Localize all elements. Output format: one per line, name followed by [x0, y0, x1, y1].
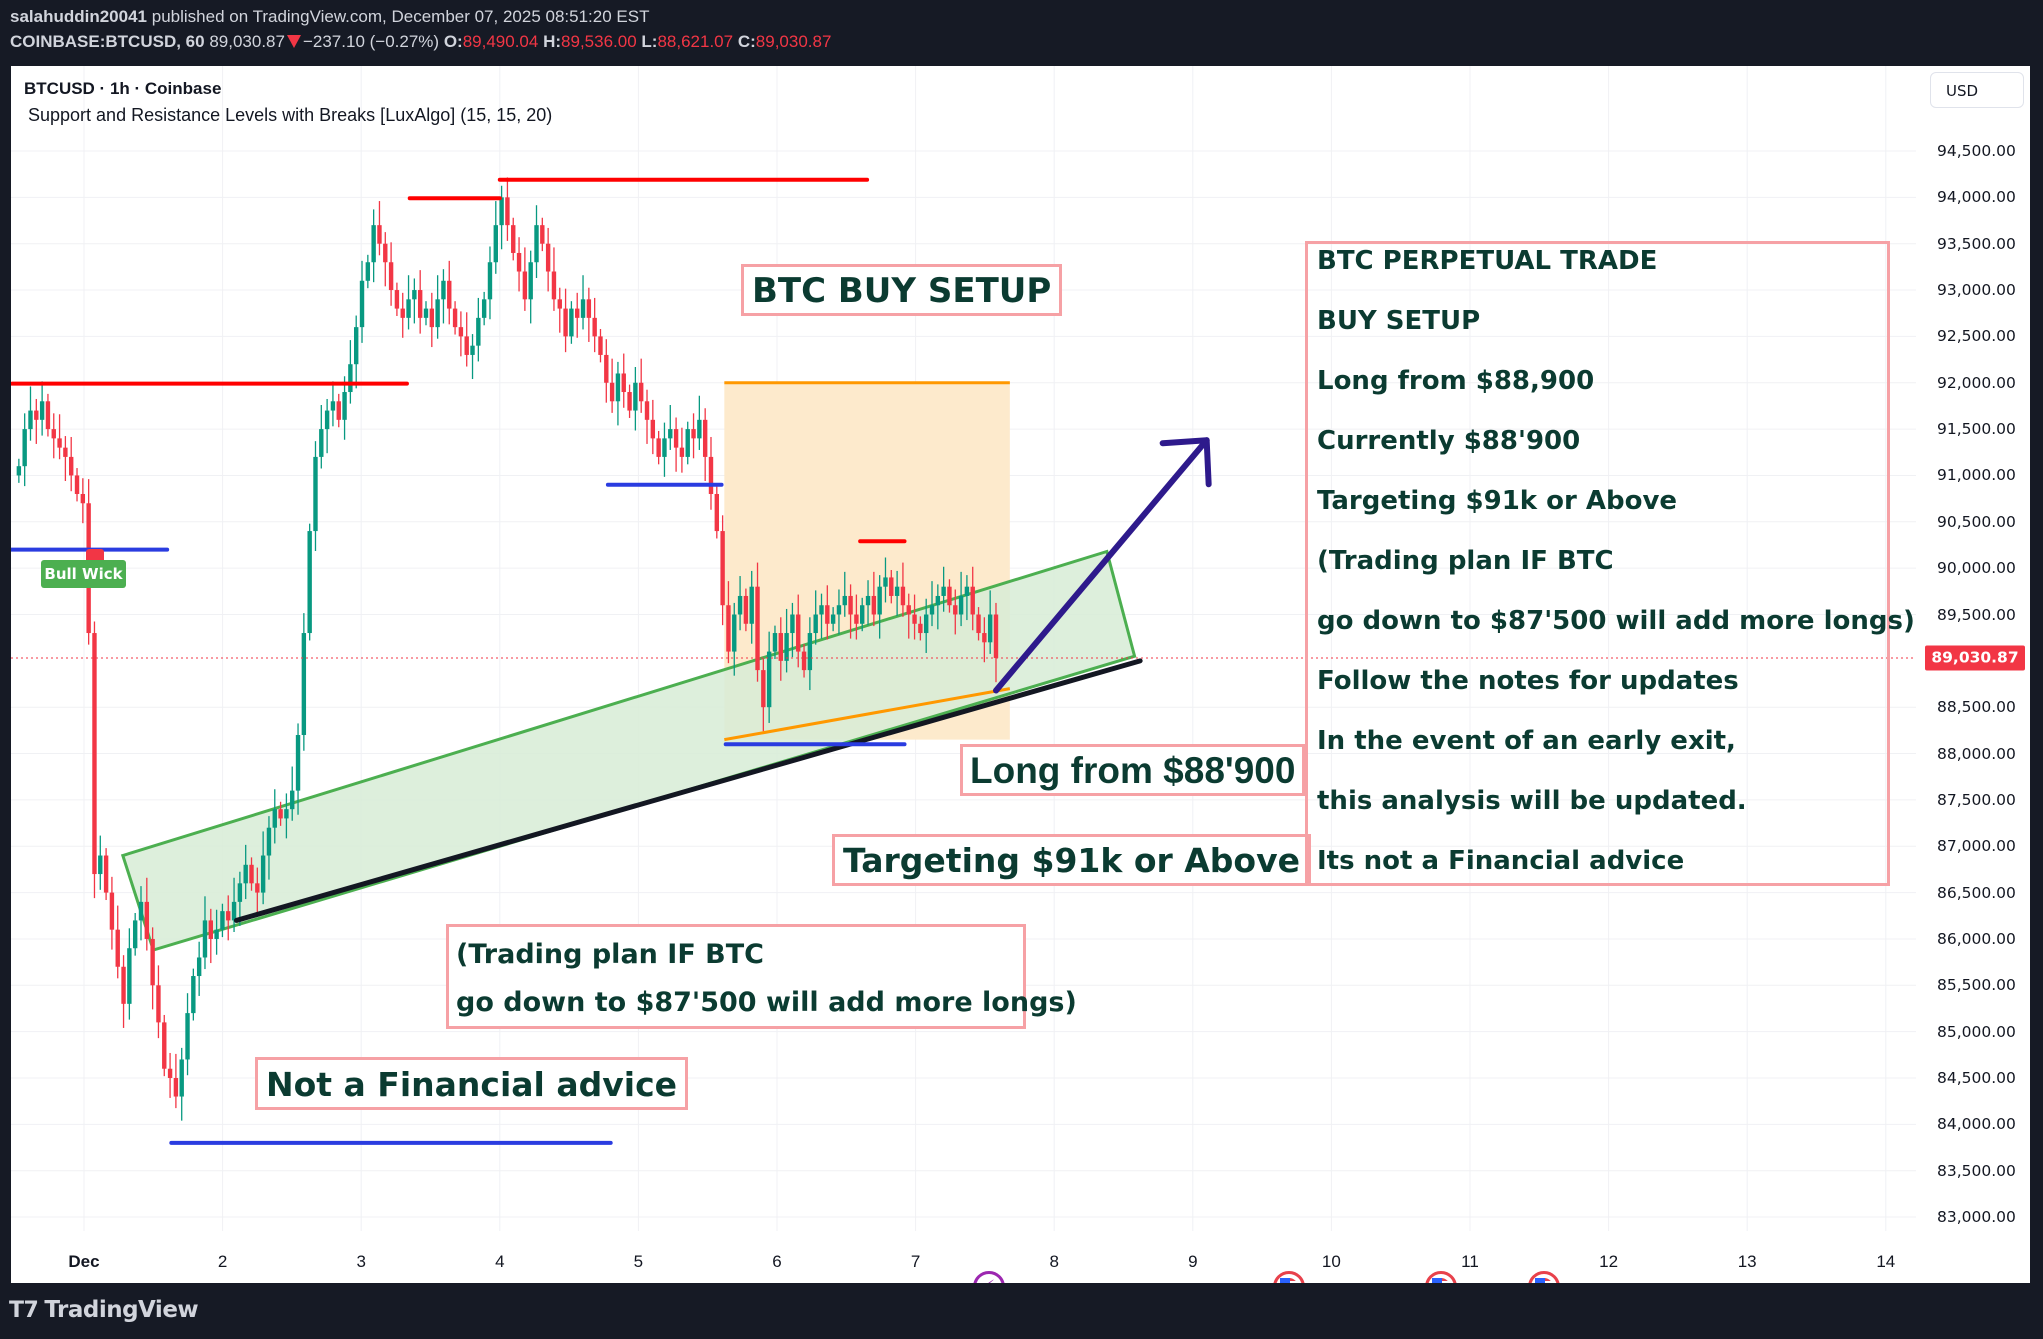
currency-selector[interactable]: USD	[1930, 72, 2024, 108]
price-tick: 88,000.00	[1937, 744, 2016, 763]
publisher-name[interactable]: salahuddin20041	[10, 7, 148, 26]
open-label: O:	[443, 32, 463, 51]
info-line: Currently $88'900	[1317, 426, 1581, 456]
price-tick: 84,500.00	[1937, 1069, 2016, 1087]
published-text: published on TradingView.com, December 0…	[147, 7, 650, 26]
time-tick: 4	[495, 1252, 505, 1271]
buy-setup-note[interactable]: BTC BUY SETUP	[741, 264, 1063, 316]
info-line: BTC PERPETUAL TRADE	[1317, 246, 1658, 276]
info-line: (Trading plan IF BTC	[1317, 546, 1614, 576]
tradingview-logo[interactable]: T7 TradingView	[9, 1297, 199, 1323]
price-tick: 86,500.00	[1937, 883, 2016, 902]
time-tick: 12	[1599, 1252, 1619, 1271]
symbol-interval: COINBASE:BTCUSD, 60	[10, 32, 205, 51]
last-price: 89,030.87	[209, 32, 285, 51]
info-line: go down to $87'500 will add more longs)	[1317, 606, 1915, 636]
chart-pane[interactable]: BTCUSD · 1h · Coinbase Support and Resis…	[11, 66, 2030, 1283]
price-tick: 84,000.00	[1937, 1115, 2016, 1134]
price-change: −237.10 (−0.27%)	[302, 32, 440, 51]
time-tick: Dec	[68, 1252, 100, 1271]
price-tick: 91,500.00	[1937, 420, 2016, 439]
info-line: Follow the notes for updates	[1317, 666, 1739, 696]
brand-name: TradingView	[44, 1297, 199, 1323]
close-label: C:	[737, 32, 756, 51]
tradingview-mark-icon: T7	[9, 1298, 39, 1323]
low-label: L:	[641, 32, 658, 51]
price-tick: 83,500.00	[1937, 1161, 2016, 1180]
high-value: 89,536.00	[561, 32, 637, 51]
open-value: 89,490.04	[462, 32, 539, 51]
time-tick: 5	[633, 1252, 644, 1271]
long-from-note[interactable]: Long from $88'900	[960, 744, 1306, 796]
time-tick: 10	[1321, 1252, 1341, 1271]
price-tick: 85,500.00	[1937, 976, 2016, 995]
targeting-note[interactable]: Targeting $91k or Above	[832, 834, 1311, 886]
price-tick: 90,500.00	[1937, 512, 2016, 531]
price-tick: 85,000.00	[1937, 1022, 2016, 1041]
bull-wick-label: Bull Wick	[41, 560, 126, 588]
trading-plan-line-1: (Trading plan IF BTC	[456, 939, 764, 970]
info-line: Long from $88,900	[1317, 366, 1595, 396]
down-triangle-icon	[286, 35, 301, 48]
price-tick: 93,000.00	[1937, 281, 2016, 300]
price-tick: 87,500.00	[1937, 790, 2016, 809]
symbol-title[interactable]: BTCUSD · 1h · Coinbase	[24, 79, 222, 98]
price-tick: 91,000.00	[1937, 466, 2016, 485]
info-line: this analysis will be updated.	[1317, 786, 1747, 816]
price-tick: 92,500.00	[1937, 327, 2016, 346]
time-tick: 2	[217, 1252, 228, 1271]
time-tick: 14	[1876, 1252, 1896, 1271]
info-line: BUY SETUP	[1317, 306, 1481, 336]
price-tick: 86,000.00	[1937, 929, 2016, 948]
time-tick: 13	[1737, 1252, 1757, 1271]
disclaimer-note[interactable]: Not a Financial advice	[255, 1057, 689, 1110]
time-tick: 3	[356, 1252, 366, 1271]
time-tick: 9	[1188, 1252, 1198, 1271]
info-line: Its not a Financial advice	[1317, 846, 1685, 876]
price-tick: 90,000.00	[1937, 559, 2016, 578]
publish-info: salahuddin20041 published on TradingView…	[10, 7, 649, 27]
price-tick: 89,500.00	[1937, 605, 2016, 624]
low-value: 88,621.07	[657, 32, 734, 51]
time-tick: 8	[1049, 1252, 1059, 1271]
price-tick: 88,500.00	[1937, 698, 2016, 717]
price-tick: 92,000.00	[1937, 373, 2016, 392]
trading-plan-line-2: go down to $87'500 will add more longs)	[456, 987, 1077, 1018]
price-tick: 94,500.00	[1937, 142, 2016, 160]
price-tick: 94,000.00	[1937, 188, 2016, 207]
indicator-legend[interactable]: Support and Resistance Levels with Break…	[28, 105, 553, 125]
high-label: H:	[543, 32, 562, 51]
price-tick: 93,500.00	[1937, 234, 2016, 253]
info-line: Targeting $91k or Above	[1317, 486, 1678, 516]
trade-info-box[interactable]: BTC PERPETUAL TRADE BUY SETUP Long from …	[1305, 241, 1915, 886]
time-tick: 6	[772, 1252, 782, 1271]
current-price-label: 89,030.87	[1925, 645, 2025, 671]
price-tick: 87,000.00	[1937, 837, 2016, 856]
time-tick: 7	[910, 1252, 921, 1271]
time-tick: 11	[1461, 1252, 1479, 1271]
info-line: In the event of an early exit,	[1317, 726, 1736, 756]
trading-plan-note[interactable]: (Trading plan IF BTC go down to $87'500 …	[446, 924, 1077, 1029]
close-value: 89,030.87	[755, 32, 832, 51]
ohlc-bar: COINBASE:BTCUSD, 60 89,030.87 −237.10 (−0…	[10, 32, 831, 52]
price-tick: 83,000.00	[1937, 1208, 2016, 1227]
